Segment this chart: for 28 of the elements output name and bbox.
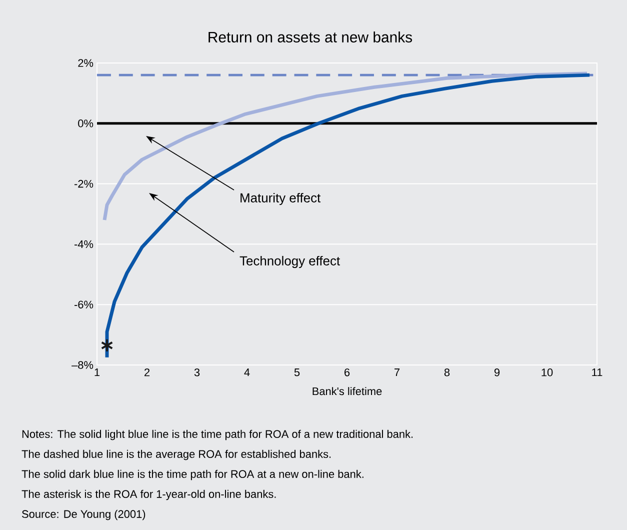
x-tick-label: 11	[592, 368, 602, 376]
x-tick-label: 8	[444, 368, 450, 376]
line-series	[102, 72, 589, 222]
text: The dashed blue line is the average ROA for established banks.	[22, 450, 331, 460]
x-tick-label: 6	[344, 368, 350, 376]
x-axis-title: Bank's lifetime	[312, 387, 382, 396]
x-tick-label: 3	[194, 368, 200, 376]
y-tick-label: -2%	[74, 180, 94, 188]
line-series	[105, 73, 592, 360]
text: The solid dark blue line is the time path for ROA at a new on-line bank.	[22, 470, 364, 480]
text: The asterisk is the ROA for 1-year-old on-line banks.	[22, 490, 276, 500]
text: Notes: The solid light blue line is the time path for ROA of a new traditional bank.	[22, 430, 413, 440]
y-tick-label: –8%	[72, 361, 94, 369]
chart-title: Return on assets at new banks	[208, 32, 412, 42]
x-tick-label: 4	[244, 368, 250, 376]
y-tick-label: 0%	[78, 120, 94, 128]
x-tick-label: 10	[542, 368, 553, 376]
annotation: Technology effect	[240, 256, 340, 268]
x-tick-label: 2	[144, 368, 150, 376]
source-note: Source: De Young (2001)	[22, 510, 146, 520]
x-tick-label: 7	[394, 368, 400, 376]
x-tick-label: 1	[94, 368, 100, 376]
annotation: Maturity effect	[240, 192, 321, 206]
x-tick-label: 5	[294, 368, 300, 376]
y-tick-label: 2%	[78, 59, 94, 67]
x-tick-label: 9	[494, 368, 500, 376]
y-tick-label: -6%	[74, 300, 94, 308]
y-tick-label: -4%	[74, 240, 94, 248]
